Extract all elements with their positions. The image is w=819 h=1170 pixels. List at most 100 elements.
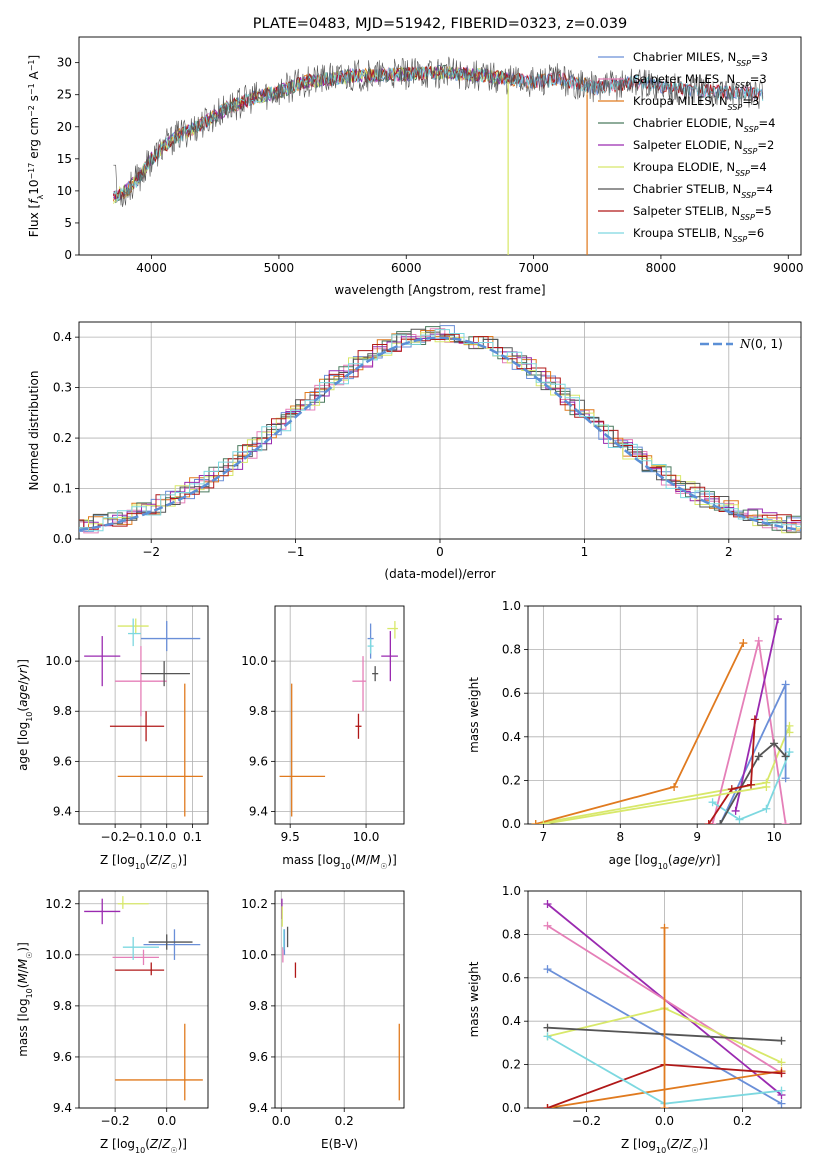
weight-vs-age-xtick-label: 9 bbox=[693, 830, 701, 844]
weight-vs-age-ytick-label: 0.8 bbox=[502, 643, 521, 657]
age-vs-mass-panel: 9.5 10.0 9.4 9.6 9.8 10.0 mass [log10(M/M☉)] bbox=[241, 605, 405, 871]
series-marker bbox=[781, 820, 790, 824]
age-vs-mass-point-kroupa-elodie bbox=[387, 621, 398, 639]
weight-vs-age-xtick-label: 10 bbox=[766, 830, 781, 844]
mass-vs-z-plot-area bbox=[84, 896, 203, 1101]
age-vs-z-xtick-label: −0.1 bbox=[126, 830, 155, 844]
weight-vs-age-ylabel: mass weight bbox=[467, 677, 481, 753]
weight-vs-z-ytick-label: 1.0 bbox=[502, 884, 521, 898]
weight-vs-age-ytick-label: 1.0 bbox=[502, 599, 521, 613]
mass-vs-z-ytick-label: 9.6 bbox=[53, 1050, 72, 1064]
spectrum-line-kroupa-miles bbox=[112, 66, 588, 255]
weight-vs-z-panel: −0.2 0.0 0.2 0.0 0.2 0.4 0.6 0.8 1.0 Z [log10(Z/Z… bbox=[467, 884, 802, 1155]
residuals-xtick-label: 0 bbox=[436, 545, 444, 559]
mass-vs-z-point-kroupa-stelib bbox=[122, 936, 159, 960]
age-vs-z-ytick-label: 9.4 bbox=[53, 804, 72, 818]
series-marker bbox=[750, 715, 759, 724]
residuals-xtick-label: −1 bbox=[287, 545, 305, 559]
legend-entry: Salpeter STELIB, NSSP=5 bbox=[633, 204, 772, 222]
series-marker bbox=[785, 748, 794, 757]
spectrum-xtick-label: 4000 bbox=[136, 261, 167, 275]
weight-vs-age-xtick-label: 7 bbox=[540, 830, 548, 844]
age-vs-z-frame bbox=[78, 605, 209, 825]
age-vs-z-ylabel: age [log10(age/yr)] bbox=[16, 659, 34, 771]
residuals-panel: −2 −1 0 1 2 0.0 0.1 0.2 0.3 0.4 (data-model)/error… bbox=[27, 321, 802, 581]
series-marker bbox=[543, 921, 552, 930]
series-line bbox=[707, 719, 756, 824]
weight-vs-age-xlabel: age [log10(age/yr)] bbox=[609, 853, 721, 871]
spectrum-xtick-label: 8000 bbox=[646, 261, 677, 275]
series-marker bbox=[747, 780, 756, 789]
series-marker bbox=[762, 782, 771, 791]
weight-vs-age-series-kroupa-miles bbox=[531, 639, 748, 824]
series-marker bbox=[785, 728, 794, 737]
age-vs-mass-xtick-label: 9.5 bbox=[281, 830, 300, 844]
weight-vs-age-xtick-label: 8 bbox=[616, 830, 624, 844]
series-marker bbox=[735, 815, 744, 824]
age-vs-mass-point-chabrier-stelib bbox=[372, 666, 379, 682]
age-vs-mass-point-salpeter-stelib bbox=[355, 713, 362, 739]
weight-vs-age-frame bbox=[527, 605, 802, 825]
spectrum-ytick-label: 15 bbox=[57, 152, 72, 166]
spectrum-plot-area bbox=[112, 56, 764, 255]
age-vs-mass-plot-area bbox=[279, 621, 398, 817]
mass-vs-ebv-ytick-label: 10.2 bbox=[241, 897, 268, 911]
age-vs-z-point-chabrier-miles bbox=[140, 621, 201, 652]
weight-vs-age-series-kroupa-elodie bbox=[539, 782, 771, 824]
mass-vs-z-point-kroupa-elodie bbox=[117, 896, 149, 909]
mass-vs-z-point-salpeter-miles bbox=[112, 949, 159, 966]
mass-vs-z-point-chabrier-stelib bbox=[148, 934, 193, 950]
mass-vs-z-ytick-label: 10.2 bbox=[45, 897, 72, 911]
series-marker bbox=[777, 1036, 786, 1045]
spectrum-ytick-label: 10 bbox=[57, 184, 72, 198]
mass-vs-z-ytick-label: 9.8 bbox=[53, 999, 72, 1013]
residuals-frame bbox=[78, 321, 802, 540]
series-marker bbox=[770, 739, 779, 748]
mass-vs-ebv-ytick-label: 10.0 bbox=[241, 948, 268, 962]
mass-vs-z-frame bbox=[78, 890, 209, 1109]
legend-entry: Kroupa ELODIE, NSSP=4 bbox=[633, 160, 767, 178]
series-marker bbox=[781, 680, 790, 689]
series-marker bbox=[708, 798, 717, 807]
age-vs-mass-ytick-label: 9.6 bbox=[249, 754, 268, 768]
spectrum-line-kroupa-stelib bbox=[113, 66, 764, 202]
weight-vs-age-series-salpeter-elodie bbox=[731, 615, 782, 815]
series-marker bbox=[543, 965, 552, 974]
age-vs-mass-ytick-label: 10.0 bbox=[241, 654, 268, 668]
residuals-ytick-label: 0.4 bbox=[53, 330, 72, 344]
age-vs-mass-frame bbox=[274, 605, 405, 825]
mass-vs-z-xlabel: Z [log10(Z/Z☉)] bbox=[100, 1137, 187, 1155]
residuals-ytick-label: 0.0 bbox=[53, 532, 72, 546]
mass-vs-z-point-chabrier-miles bbox=[143, 929, 201, 960]
weight-vs-z-ytick-label: 0.4 bbox=[502, 1014, 521, 1028]
age-vs-z-point-kroupa-miles bbox=[117, 683, 203, 817]
weight-vs-age-panel: 7 8 9 10 0.0 0.2 0.4 0.6 0.8 1.0 age [log10(age/yr… bbox=[467, 599, 802, 871]
mass-vs-ebv-frame bbox=[274, 890, 405, 1109]
spectrum-legend: Chabrier MILES, NSSP=3 Salpeter MILES, NS… bbox=[598, 50, 775, 244]
spectrum-xtick-label: 5000 bbox=[264, 261, 295, 275]
spectrum-frame bbox=[78, 36, 802, 256]
weight-vs-age-plot-area bbox=[531, 615, 794, 824]
series-line bbox=[712, 751, 791, 821]
age-vs-z-panel: −0.2−0.1 0.0 0.1 9.4 9.6 9.8 10.0 Z [log10(Z/Z☉… bbox=[16, 605, 209, 871]
legend-entry: Salpeter ELODIE, NSSP=2 bbox=[633, 138, 774, 156]
residuals-ytick-label: 0.3 bbox=[53, 381, 72, 395]
series-marker bbox=[708, 820, 717, 824]
age-vs-mass-point-salpeter-elodie bbox=[381, 631, 398, 682]
weight-vs-z-ytick-label: 0.2 bbox=[502, 1058, 521, 1072]
series-line bbox=[734, 618, 779, 812]
residuals-xtick-label: −2 bbox=[142, 545, 160, 559]
mass-vs-z-point-salpeter-elodie bbox=[84, 898, 121, 925]
spectrum-xtick-label: 7000 bbox=[518, 261, 549, 275]
weight-vs-z-plot-area bbox=[543, 900, 786, 1108]
residuals-histogram-kroupa-miles bbox=[79, 330, 801, 531]
weight-vs-z-series-kroupa-miles bbox=[660, 923, 669, 1108]
age-vs-z-point-salpeter-elodie bbox=[84, 636, 121, 687]
series-marker bbox=[754, 752, 763, 761]
series-marker bbox=[660, 923, 669, 932]
residuals-plot-area bbox=[79, 325, 801, 534]
mass-vs-ebv-plot-area bbox=[281, 898, 400, 1101]
series-marker bbox=[773, 615, 782, 624]
mass-vs-ebv-ytick-label: 9.8 bbox=[249, 999, 268, 1013]
mass-vs-z-point-kroupa-miles bbox=[115, 1023, 203, 1101]
